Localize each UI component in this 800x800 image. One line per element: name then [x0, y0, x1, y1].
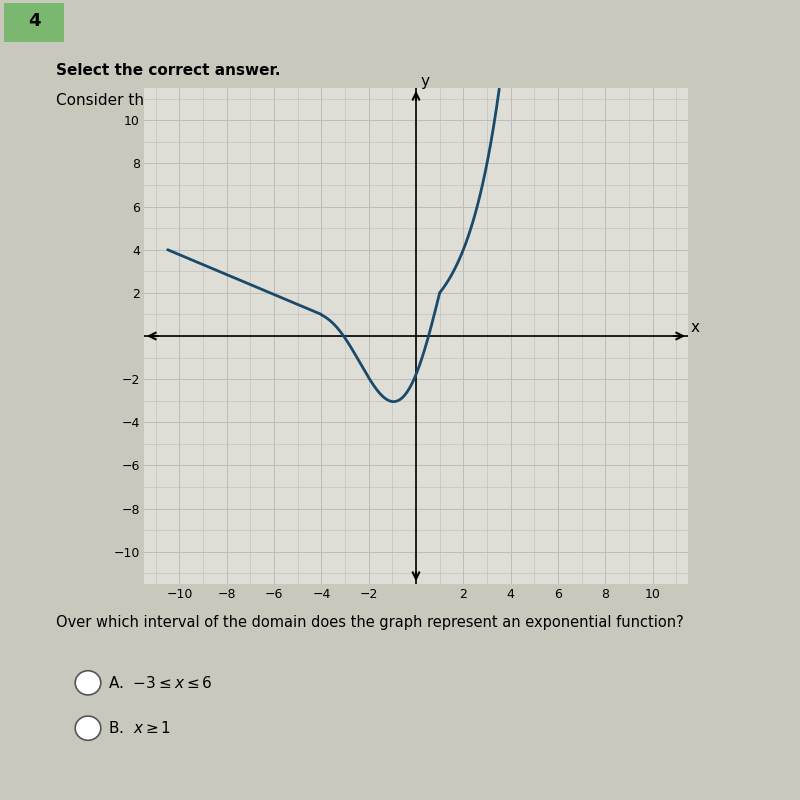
Text: Select the correct answer.: Select the correct answer. — [56, 63, 281, 78]
Circle shape — [75, 716, 101, 740]
Text: A.  $-3 \leq x \leq 6$: A. $-3 \leq x \leq 6$ — [108, 675, 213, 691]
FancyBboxPatch shape — [4, 3, 64, 42]
Text: y: y — [421, 74, 430, 89]
Circle shape — [75, 670, 101, 695]
Text: 4: 4 — [28, 12, 41, 30]
Text: Consider the piecewise function shown on the graph.: Consider the piecewise function shown on… — [56, 93, 464, 108]
Text: B.  $x \geq 1$: B. $x \geq 1$ — [108, 720, 171, 736]
Text: Over which interval of the domain does the graph represent an exponential functi: Over which interval of the domain does t… — [56, 614, 684, 630]
Text: x: x — [690, 320, 699, 335]
